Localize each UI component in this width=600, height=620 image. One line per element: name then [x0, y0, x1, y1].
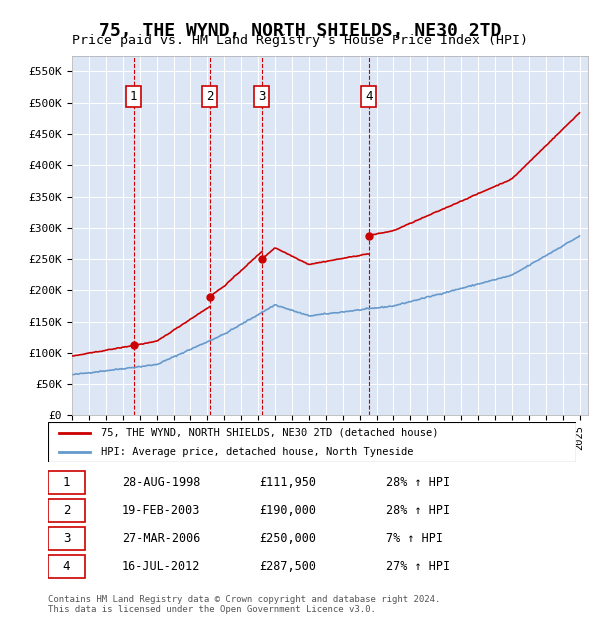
- Text: 28-AUG-1998: 28-AUG-1998: [122, 476, 200, 489]
- Text: £190,000: £190,000: [259, 504, 316, 516]
- FancyBboxPatch shape: [48, 422, 576, 462]
- Text: 19-FEB-2003: 19-FEB-2003: [122, 504, 200, 516]
- Text: 7% ↑ HPI: 7% ↑ HPI: [386, 532, 443, 545]
- Text: Contains HM Land Registry data © Crown copyright and database right 2024.: Contains HM Land Registry data © Crown c…: [48, 595, 440, 604]
- Text: 3: 3: [63, 532, 70, 545]
- Text: £250,000: £250,000: [259, 532, 316, 545]
- Text: 28% ↑ HPI: 28% ↑ HPI: [386, 504, 450, 516]
- FancyBboxPatch shape: [48, 471, 85, 494]
- Text: 4: 4: [63, 560, 70, 573]
- Text: 75, THE WYND, NORTH SHIELDS, NE30 2TD: 75, THE WYND, NORTH SHIELDS, NE30 2TD: [99, 22, 501, 40]
- Text: 1: 1: [63, 476, 70, 489]
- Text: 1: 1: [130, 90, 137, 103]
- Text: 2: 2: [63, 504, 70, 516]
- Text: £111,950: £111,950: [259, 476, 316, 489]
- Text: 16-JUL-2012: 16-JUL-2012: [122, 560, 200, 573]
- Text: Price paid vs. HM Land Registry's House Price Index (HPI): Price paid vs. HM Land Registry's House …: [72, 34, 528, 47]
- FancyBboxPatch shape: [48, 498, 85, 521]
- Text: 27-MAR-2006: 27-MAR-2006: [122, 532, 200, 545]
- Text: 27% ↑ HPI: 27% ↑ HPI: [386, 560, 450, 573]
- Text: 4: 4: [365, 90, 373, 103]
- Text: 2: 2: [206, 90, 213, 103]
- Text: 28% ↑ HPI: 28% ↑ HPI: [386, 476, 450, 489]
- Text: HPI: Average price, detached house, North Tyneside: HPI: Average price, detached house, Nort…: [101, 447, 413, 457]
- FancyBboxPatch shape: [48, 555, 85, 578]
- Text: £287,500: £287,500: [259, 560, 316, 573]
- FancyBboxPatch shape: [48, 527, 85, 550]
- Text: 3: 3: [258, 90, 266, 103]
- Text: This data is licensed under the Open Government Licence v3.0.: This data is licensed under the Open Gov…: [48, 604, 376, 614]
- Text: 75, THE WYND, NORTH SHIELDS, NE30 2TD (detached house): 75, THE WYND, NORTH SHIELDS, NE30 2TD (d…: [101, 428, 438, 438]
